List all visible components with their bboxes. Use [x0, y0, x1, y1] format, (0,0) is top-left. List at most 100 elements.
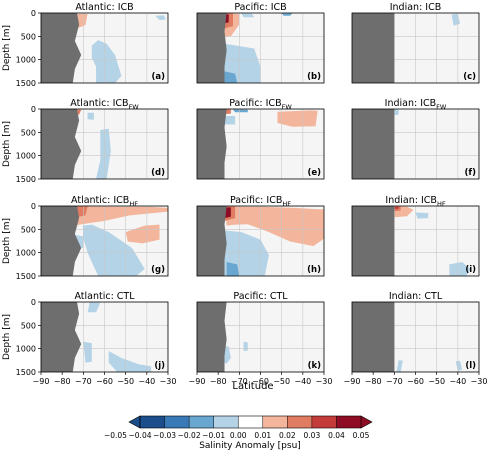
anomaly-contour [394, 109, 399, 116]
colorbar-tick-label: −0.03 [153, 431, 176, 440]
anomaly-contour [455, 360, 463, 372]
land-mask [352, 109, 395, 179]
panel-frame [351, 12, 480, 84]
panel-label: (i) [465, 265, 476, 275]
anomaly-contour [155, 15, 166, 20]
x-tick-label: −40 [138, 377, 155, 386]
panel-title-base: Indian: CTL [389, 291, 443, 302]
panel-title-subscript: HF [437, 200, 446, 208]
y-axis-label: Depth [m] [2, 218, 12, 264]
land-mask [197, 13, 227, 83]
anomaly-contour [224, 206, 324, 247]
y-tick-label: 1500 [16, 79, 36, 88]
panels-grid: Atlantic: ICB (a) 0 500 1000 1500 Depth [m] Pac… [2, 2, 487, 386]
panel-title-base: Atlantic: ICB [75, 2, 133, 13]
land-mask [352, 206, 395, 276]
colorbar-tick-label: 0.01 [254, 431, 271, 440]
x-tick-label: −60 [96, 377, 113, 386]
panel-b: Pacific: ICB (b) [196, 2, 325, 84]
x-tick-label: −30 [316, 377, 333, 386]
x-tick-label: −90 [189, 377, 206, 386]
panel-frame [351, 205, 480, 277]
land-mask [41, 206, 82, 276]
anomaly-contour [96, 128, 111, 179]
anomaly-contour [224, 71, 238, 83]
y-tick-label: 0 [31, 298, 36, 307]
x-tick-label: −40 [294, 377, 311, 386]
anomaly-contour [232, 109, 248, 113]
anomaly-contour [224, 346, 231, 364]
colorbar-tick-label: 0.05 [353, 431, 370, 440]
colorbar-tick-label: −0.02 [178, 431, 201, 440]
panel-label: (b) [307, 72, 321, 82]
panel-title-base: Pacific: ICB [234, 2, 286, 13]
anomaly-contour [449, 262, 471, 276]
panel-f: Indian: ICBFW (f) [351, 98, 480, 180]
panel-label: (f) [465, 168, 477, 178]
panel-title-base: Indian: ICB [385, 195, 437, 206]
anomaly-contour [91, 40, 122, 83]
panel-title-subscript: HF [282, 200, 291, 208]
panel-title-subscript: FW [436, 103, 447, 111]
anomaly-contour [108, 351, 152, 372]
x-tick-label: −80 [365, 377, 382, 386]
y-tick-label: 1500 [16, 368, 36, 377]
panel-i: Indian: ICBHF (i) [351, 195, 480, 277]
anomaly-contour [226, 262, 240, 276]
panel-label: (c) [463, 72, 476, 82]
panel-title: Indian: ICBFW [385, 98, 447, 111]
colorbar-arrow-high [360, 415, 373, 429]
y-tick-label: 1500 [16, 272, 36, 281]
x-axis-label: Latitude [232, 381, 273, 392]
y-tick-label: 500 [21, 225, 36, 234]
panel-label: (e) [307, 168, 321, 178]
y-tick-label: 0 [31, 9, 36, 18]
anomaly-contour [241, 13, 255, 18]
colorbar-tick-label: 0.04 [328, 431, 345, 440]
colorbar-tick-label: 0.00 [230, 431, 247, 440]
colorbar-segment [213, 416, 239, 428]
land-mask [41, 302, 82, 372]
x-tick-label: −60 [407, 377, 424, 386]
land-mask [41, 13, 82, 83]
panel-title-subscript: FW [129, 103, 140, 111]
panel-title: Pacific: CTL [233, 291, 288, 302]
panel-title: Pacific: ICB [234, 2, 286, 13]
colorbar-tick-label: 0.03 [304, 431, 321, 440]
x-tick-label: −90 [33, 377, 50, 386]
panel-title-base: Atlantic: ICB [70, 98, 128, 109]
y-axis-label: Depth [m] [2, 25, 12, 71]
anomaly-contour [277, 110, 318, 127]
x-tick-label: −70 [386, 377, 403, 386]
anomaly-contour [66, 206, 168, 230]
anomaly-contour [396, 360, 403, 372]
panel-frame [196, 12, 325, 84]
panel-title: Pacific: ICBHF [230, 195, 291, 208]
y-tick-label: 500 [21, 321, 36, 330]
panel-title: Atlantic: CTL [74, 291, 135, 302]
panel-l: Indian: CTL (l) −90 −80 −70 −60 −50 −40 −30 [344, 291, 488, 386]
land-mask [41, 109, 82, 179]
x-tick-label: −40 [449, 377, 466, 386]
panel-title-base: Pacific: CTL [233, 291, 288, 302]
land-mask [352, 13, 395, 83]
colorbar-tick-label: 0.02 [279, 431, 296, 440]
panel-title: Atlantic: ICBHF [71, 195, 138, 208]
panel-label: (g) [151, 265, 165, 275]
panel-title-base: Atlantic: ICB [71, 195, 129, 206]
colorbar-tick-label: −0.04 [129, 431, 152, 440]
y-tick-label: 500 [21, 128, 36, 137]
panel-title: Indian: CTL [389, 291, 443, 302]
panel-label: (l) [465, 361, 476, 371]
panel-label: (a) [151, 72, 165, 82]
y-axis-label: Depth [m] [2, 314, 12, 360]
panel-j: Atlantic: CTL (j) 0 500 1000 1500 Depth [m] −90… [2, 291, 176, 386]
y-tick-label: 0 [31, 202, 36, 211]
panel-label: (j) [154, 361, 165, 371]
colorbar-segment [311, 416, 337, 428]
panel-h: Pacific: ICBHF (h) [196, 195, 325, 277]
x-tick-label: −80 [210, 377, 227, 386]
x-tick-label: −30 [160, 377, 177, 386]
y-tick-label: 0 [31, 105, 36, 114]
colorbar-segment [238, 416, 264, 428]
